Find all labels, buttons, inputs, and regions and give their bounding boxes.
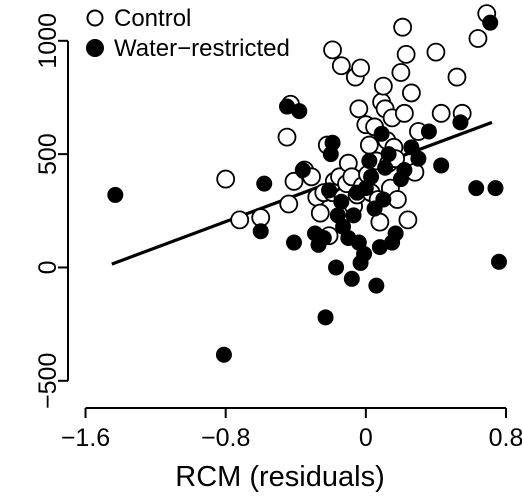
point-control [351,58,370,78]
y-tick-label: 1000 [34,13,62,69]
legend-control-marker [86,9,104,27]
point-control [393,17,413,37]
point-water-restricted [252,223,269,240]
point-water-restricted [468,180,485,197]
point-water-restricted [324,134,341,151]
point-water-restricted [377,159,394,176]
point-water-restricted [315,230,332,246]
point-control [349,99,369,119]
point-water-restricted [345,207,362,224]
point-water-restricted [420,123,437,140]
x-axis-title: RCM (residuals) [175,461,384,493]
point-water-restricted [487,180,504,197]
point-control [396,45,416,64]
point-water-restricted [363,168,380,185]
legend-water-restricted-marker [86,39,104,57]
point-water-restricted [343,270,360,287]
point-control [391,63,411,82]
x-axis-ticks: −1.6 −0.8 0 0.8 [61,408,522,452]
point-water-restricted [368,277,385,294]
point-control [394,103,414,123]
data-points [107,4,507,363]
point-control [359,135,379,155]
point-water-restricted [356,245,373,262]
legend-control-label: Control [114,5,191,32]
point-water-restricted [256,175,273,192]
point-control [431,103,451,123]
point-control [323,40,342,60]
point-control [426,42,446,62]
point-control [401,83,421,103]
point-water-restricted [373,125,390,142]
point-water-restricted [286,234,303,251]
legend-water-restricted-label: Water−restricted [114,35,290,62]
y-axis-ticks: −500 0 500 1000 [34,13,68,409]
point-control [468,29,488,48]
x-tick-label: 0.8 [489,424,522,452]
x-tick-label: −0.8 [201,424,250,452]
plot-area [107,4,507,363]
point-water-restricted [410,150,427,167]
x-tick-label: −1.6 [61,424,110,452]
point-control [230,210,250,230]
point-control [310,203,330,223]
trend-line [111,120,493,266]
y-tick-label: 500 [34,133,62,175]
x-tick-label: 0 [359,424,373,452]
point-water-restricted [375,191,392,208]
point-control [387,190,407,209]
point-control [279,194,299,214]
point-water-restricted [107,186,124,203]
y-tick-label: 0 [34,261,62,275]
point-water-restricted [433,157,450,174]
point-water-restricted [294,162,311,178]
point-water-restricted [490,253,507,270]
point-control [447,67,467,87]
point-control [277,127,297,147]
point-water-restricted [291,103,308,120]
point-control [398,210,418,230]
y-tick-label: −500 [34,353,62,409]
point-water-restricted [333,193,350,210]
point-control [331,56,351,76]
point-water-restricted [317,309,334,326]
point-water-restricted [396,162,413,178]
point-water-restricted [321,182,338,199]
point-control [216,169,236,189]
y-axis: −500 0 500 1000 [34,13,69,409]
point-water-restricted [361,152,378,169]
point-water-restricted [482,14,499,31]
x-axis: −1.6 −0.8 0 0.8 RCM (residuals) [61,407,522,493]
point-water-restricted [215,346,232,363]
point-water-restricted [328,259,345,276]
legend: Control Water−restricted [86,5,290,62]
point-water-restricted [380,146,397,163]
point-control [284,171,304,191]
point-control [373,76,393,96]
point-water-restricted [387,225,404,242]
point-water-restricted [452,114,469,131]
